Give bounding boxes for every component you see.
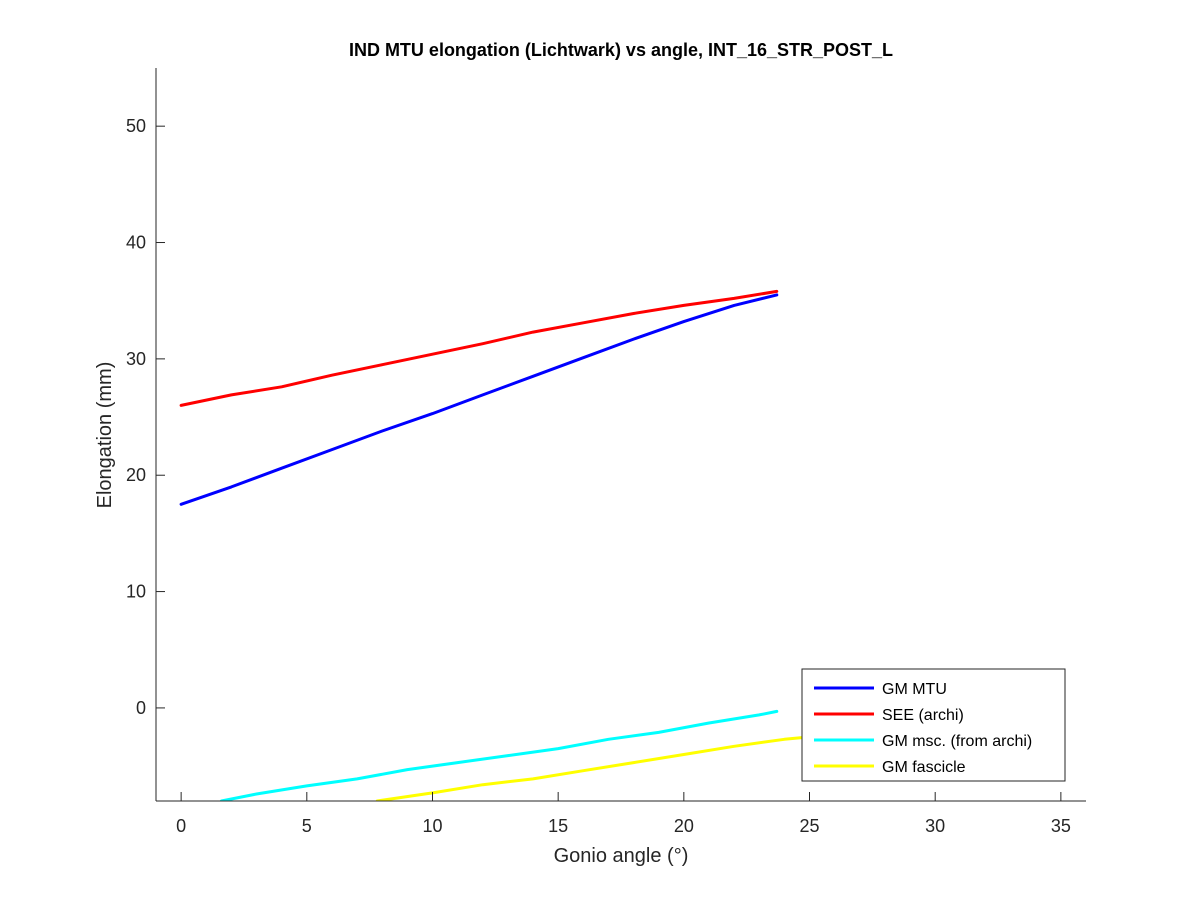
- legend-label-1: SEE (archi): [882, 707, 964, 724]
- series-line-2: [219, 709, 779, 801]
- series-line-3: [375, 734, 824, 801]
- series-line-0: [179, 293, 779, 506]
- y-ticks: 0 10 20 30 40 50: [126, 116, 165, 718]
- legend: GM MTU SEE (archi) GM msc. (from archi) GM …: [801, 668, 1066, 782]
- series-layer: [179, 289, 824, 801]
- x-tick-label: 0: [176, 816, 186, 836]
- y-tick-label: 0: [136, 698, 146, 718]
- chart-title: IND MTU elongation (Lichtwark) vs angle,…: [349, 40, 893, 60]
- y-tick-label: 50: [126, 116, 146, 136]
- y-tick-label: 20: [126, 465, 146, 485]
- x-tick-label: 15: [548, 816, 568, 836]
- x-tick-label: 20: [674, 816, 694, 836]
- y-tick-label: 10: [126, 582, 146, 602]
- x-axis-label: Gonio angle (°): [554, 845, 689, 867]
- legend-label-2: GM msc. (from archi): [882, 733, 1032, 750]
- legend-label-0: GM MTU: [882, 681, 947, 698]
- x-tick-label: 35: [1051, 816, 1071, 836]
- x-tick-label: 25: [799, 816, 819, 836]
- x-tick-label: 10: [422, 816, 442, 836]
- y-tick-label: 40: [126, 233, 146, 253]
- legend-label-3: GM fascicle: [882, 759, 966, 776]
- x-ticks: 0 5 10 15 20 25 30 35: [176, 792, 1071, 836]
- y-tick-label: 30: [126, 349, 146, 369]
- x-tick-label: 5: [302, 816, 312, 836]
- x-tick-label: 30: [925, 816, 945, 836]
- y-axis-label: Elongation (mm): [94, 362, 116, 509]
- series-line-1: [179, 289, 779, 407]
